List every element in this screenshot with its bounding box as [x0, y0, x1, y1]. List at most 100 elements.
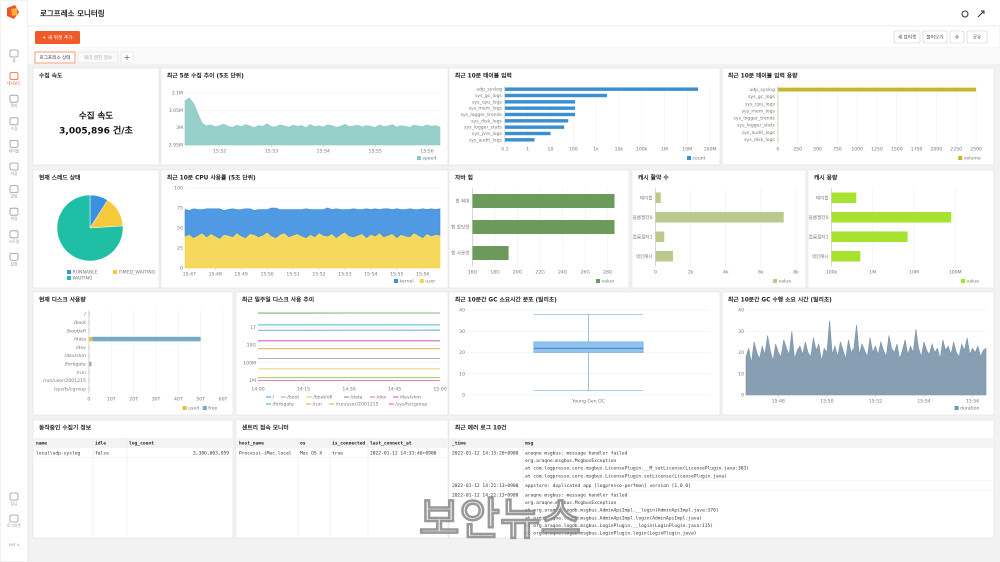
area: [184, 231, 441, 269]
legend-swatch: [773, 279, 777, 283]
add-widget-button[interactable]: [35, 31, 80, 44]
nav-label[interactable]: 수집: [11, 126, 18, 131]
nav-icon[interactable]: [9, 72, 19, 80]
toolbar-button-label[interactable]: 공유: [973, 35, 981, 41]
tab-label[interactable]: 로그프레소 상태: [39, 54, 70, 61]
legend-label: TIMED_WAITING: [118, 270, 156, 276]
legend-label: /dev/shm: [400, 395, 422, 401]
x-tick-label: 16G: [468, 270, 478, 276]
panel: [631, 169, 807, 289]
x-tick-label: Young Gen GC: [571, 399, 605, 405]
nav-icon[interactable]: [9, 49, 19, 58]
table-cell: appstore: duplicated app [logpresso-perf…: [525, 483, 691, 489]
y-tick-label: 3M: [176, 125, 183, 131]
add-tab-icon[interactable]: [124, 55, 130, 60]
x-tick-label: 1: [526, 147, 529, 153]
nav-icon[interactable]: [9, 207, 19, 216]
nav-icon[interactable]: [9, 162, 19, 171]
table-cell: true: [332, 451, 343, 457]
x-tick-label: 30T: [152, 397, 161, 403]
watermark: 보안뉴스: [419, 494, 581, 545]
nav-label[interactable]: 알림: [11, 194, 18, 199]
nav-label[interactable]: 로그아웃: [7, 523, 21, 528]
nav-label[interactable]: 파일: [11, 216, 18, 221]
nav-label[interactable]: 잠금: [11, 501, 18, 506]
category-label: 힙 사용량: [451, 250, 470, 257]
x-tick-label: 15:48: [209, 272, 222, 278]
nav-icon[interactable]: [9, 230, 19, 239]
bar: [831, 192, 857, 204]
table-cell: araqne msgbus: message handler failed: [525, 493, 628, 499]
legend-label: duration: [960, 406, 979, 412]
theme-icon[interactable]: [961, 10, 969, 18]
toolbar-button-label[interactable]: 새 프리셋: [898, 34, 916, 41]
category-label: sys_mem_logs: [742, 108, 776, 114]
legend-label: /: [273, 395, 275, 401]
x-tick-label: 2k: [688, 270, 694, 276]
tab-active[interactable]: [34, 51, 76, 64]
category-label: 색인캐시: [636, 253, 653, 260]
bar: [655, 192, 661, 204]
nav-label[interactable]: 대시보드: [7, 81, 21, 86]
category-label: 힙 할당량: [451, 224, 470, 231]
bar: [504, 112, 576, 117]
x-tick-label: 15:51: [286, 272, 299, 278]
nav-label[interactable]: 테이블: [9, 148, 20, 153]
nav-icon[interactable]: [9, 139, 19, 148]
nav-label[interactable]: 설정: [11, 261, 18, 266]
bar: [777, 87, 977, 92]
nav-label[interactable]: 홈: [12, 58, 16, 63]
table-header: [34, 438, 232, 448]
panel: [32, 67, 160, 166]
legend-swatch: [67, 270, 71, 274]
legend-swatch: [182, 406, 187, 410]
toolbar-button[interactable]: [966, 30, 988, 44]
nav-label[interactable]: 쿼리: [11, 103, 18, 108]
legend-label: volume: [964, 156, 981, 162]
x-tick-label: 15:56: [416, 272, 429, 278]
category-label: 블룸필터1: [633, 233, 653, 240]
toolbar-button[interactable]: [893, 30, 921, 44]
x-tick-label: 0: [87, 397, 90, 403]
toolbar-button-label[interactable]: ⚙: [955, 35, 959, 41]
nav-icon[interactable]: [9, 185, 19, 194]
nav-icon[interactable]: [9, 252, 19, 261]
x-tick-label: 1k: [593, 147, 599, 153]
category-label: /run: [77, 370, 86, 376]
tab[interactable]: [77, 51, 119, 64]
nav-icon[interactable]: [9, 514, 19, 523]
nav-label[interactable]: 저장: [11, 171, 18, 176]
nav-icon[interactable]: [9, 94, 19, 103]
nav-icon[interactable]: [9, 117, 19, 126]
page-title: 로그프레소 모니터링: [40, 8, 105, 18]
category-label: sys_logger_trends: [461, 112, 503, 118]
x-tick-label: 0.1: [501, 147, 508, 153]
panel-title: 캐시 용량: [814, 174, 838, 182]
toolbar-button[interactable]: [949, 30, 965, 44]
nav-icon[interactable]: [9, 492, 19, 501]
toolbar-button[interactable]: [922, 30, 948, 44]
add-widget-label[interactable]: + 새 위젯 추가: [42, 34, 73, 41]
bar: [88, 361, 90, 367]
y-tick-label: 10G: [247, 343, 257, 349]
nav-label[interactable]: 스트림: [9, 239, 19, 244]
toolbar-button-label[interactable]: 불러오기: [927, 34, 944, 41]
y-tick-label: 40: [738, 308, 744, 314]
x-tick-label: 500: [813, 147, 822, 153]
category-label: /data: [74, 337, 86, 343]
bar: [655, 250, 674, 262]
panel-title: 최근 10분간 GC 수행 소요 시간 (밀리초): [728, 296, 832, 304]
y-tick-label: 0: [741, 393, 744, 399]
category-label: sys_mem_logs: [469, 106, 503, 112]
y-tick-label: 0: [462, 393, 465, 399]
x-tick-label: 100M: [949, 270, 962, 276]
bar: [504, 93, 607, 98]
column-header: os: [300, 442, 306, 447]
tab-label[interactable]: 쿼리 엔진 정보: [84, 54, 112, 61]
y-tick-label: 100M: [243, 360, 256, 366]
x-tick-label: 1750: [911, 147, 923, 153]
category-label: sys_disk_logs: [471, 118, 502, 124]
x-tick-label: 15:55: [369, 149, 382, 155]
category-label: sys_disk_logs: [744, 137, 775, 143]
fullscreen-icon[interactable]: [977, 10, 985, 18]
